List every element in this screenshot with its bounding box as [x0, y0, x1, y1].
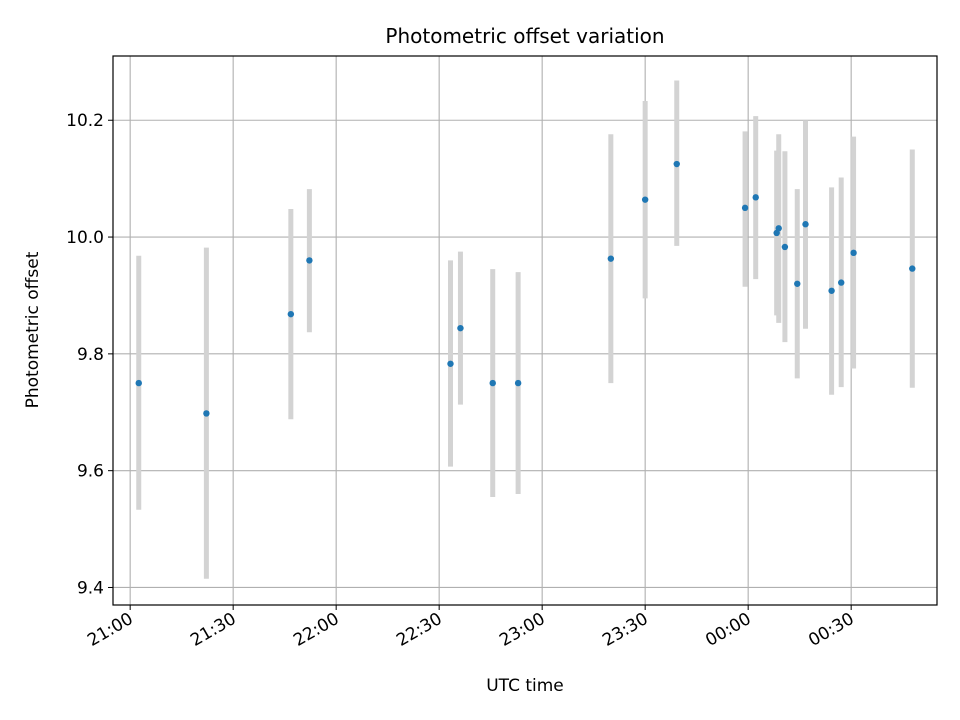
plot-area [113, 56, 937, 605]
data-point [781, 243, 789, 251]
y-tick-label: 10.2 [66, 111, 104, 131]
x-axis-label: UTC time [486, 676, 564, 696]
data-point [752, 194, 759, 201]
data-points [135, 160, 916, 417]
data-point [287, 310, 295, 318]
data-point [794, 280, 801, 287]
data-point [775, 225, 782, 232]
data-point [641, 196, 649, 203]
data-point [457, 324, 464, 332]
data-point [741, 204, 749, 212]
y-axis: 9.4 9.6 9.8 10.0 10.2 [66, 111, 113, 598]
data-point [607, 255, 615, 262]
y-axis-label: Photometric offset [23, 251, 43, 408]
y-tick-label: 9.6 [77, 462, 104, 482]
y-tick-label: 9.4 [77, 578, 104, 598]
y-tick-label: 9.8 [77, 345, 104, 365]
data-point [514, 379, 522, 387]
data-point [203, 410, 210, 417]
data-point [489, 379, 496, 387]
y-tick-label: 10.0 [66, 228, 104, 248]
data-point [673, 160, 680, 168]
plot-frame [112, 55, 938, 606]
data-point [909, 265, 916, 272]
data-point [447, 360, 454, 367]
chart-title: Photometric offset variation [385, 24, 664, 48]
data-point [828, 287, 835, 294]
data-point [135, 379, 142, 387]
data-point [838, 279, 845, 286]
data-point [306, 257, 313, 264]
data-point [850, 249, 857, 257]
data-point [802, 221, 809, 228]
